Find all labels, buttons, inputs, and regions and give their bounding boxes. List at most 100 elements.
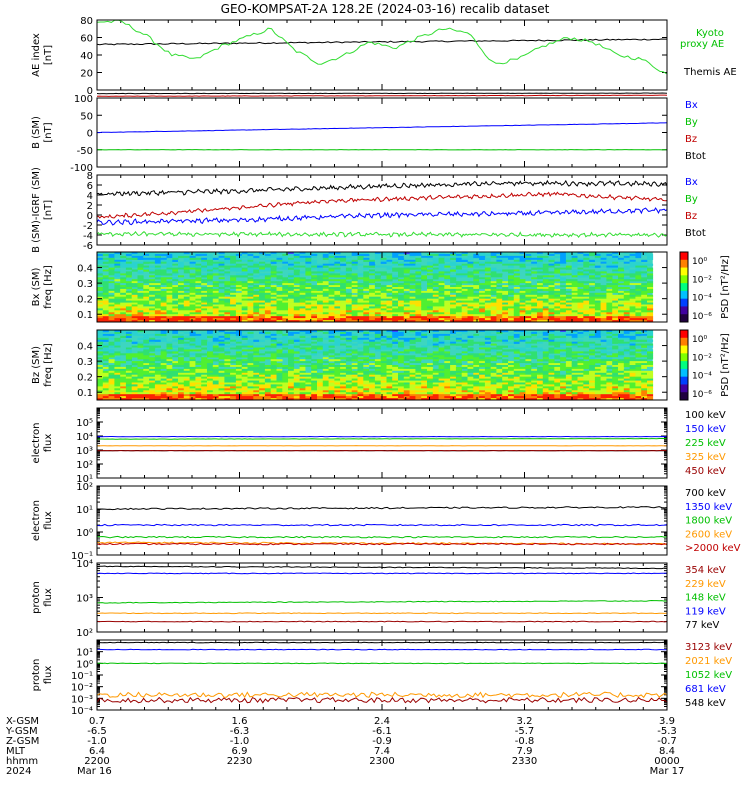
spectrogram-cell (293, 337, 300, 340)
spectrogram-cell (149, 306, 156, 309)
spectrogram-cell (253, 378, 260, 381)
spectrogram-cell (207, 398, 214, 401)
spectrogram-cell (311, 281, 318, 284)
spectrogram-cell (270, 380, 277, 383)
spectrogram-cell (299, 300, 306, 303)
spectrogram-cell (230, 382, 237, 385)
spectrogram-cell (253, 267, 260, 270)
spectrogram-cell (218, 366, 225, 370)
spectrogram-cell (328, 374, 335, 377)
spectrogram-cell (288, 300, 295, 303)
spectrogram-cell (125, 351, 132, 354)
spectrogram-cell (293, 355, 300, 358)
spectrogram-cell (548, 279, 555, 282)
spectrogram-cell (120, 308, 127, 311)
spectrogram-cell (369, 265, 376, 268)
spectrogram-cell (253, 271, 260, 274)
spectrogram-cell (108, 361, 115, 364)
spectrogram-cell (328, 378, 335, 381)
spectrogram-cell (345, 337, 352, 340)
spectrogram-cell (189, 287, 196, 290)
spectrogram-cell (172, 372, 179, 375)
spectrogram-cell (415, 312, 422, 315)
spectrogram-cell (125, 271, 132, 274)
spectrogram-cell (235, 316, 242, 319)
spectrogram-cell (363, 318, 370, 321)
spectrogram-cell (537, 261, 544, 264)
spectrogram-cell (201, 386, 208, 389)
spectrogram-cell (235, 366, 242, 370)
spectrogram-cell (253, 314, 260, 317)
spectrogram-cell (288, 281, 295, 284)
spectrogram-cell (432, 253, 439, 257)
spectrogram-cell (207, 347, 214, 350)
spectrogram-cell (282, 255, 289, 259)
spectrogram-cell (392, 277, 399, 280)
spectrogram-cell (97, 388, 104, 391)
spectrogram-cell (322, 298, 329, 301)
spectrogram-cell (114, 259, 121, 262)
spectrogram-cell (409, 306, 416, 309)
spectrogram-cell (235, 361, 242, 364)
spectrogram-cell (392, 269, 399, 272)
spectrogram-cell (201, 333, 208, 337)
spectrogram-cell (131, 398, 138, 401)
series-btot (96, 92, 668, 95)
spectrogram-cell (305, 287, 312, 290)
spectrogram-cell (386, 259, 393, 262)
spectrogram-cell (172, 269, 179, 272)
spectrogram-cell (392, 302, 399, 305)
spectrogram-cell (629, 283, 636, 286)
spectrogram-cell (299, 318, 306, 321)
spectrogram-cell (178, 290, 185, 294)
spectrogram-cell (125, 298, 132, 301)
spectrogram-cell (334, 366, 341, 370)
spectrogram-cell (467, 298, 474, 301)
spectrogram-cell (438, 296, 445, 299)
spectrogram-cell (600, 283, 607, 286)
spectrogram-cell (432, 273, 439, 276)
spectrogram-cell (218, 277, 225, 280)
spectrogram-cell (438, 257, 445, 260)
spectrogram-cell (496, 287, 503, 290)
spectrogram-cell (154, 390, 161, 393)
spectrogram-cell (160, 320, 167, 323)
spectrogram-cell (166, 394, 173, 397)
spectrogram-cell (351, 384, 358, 387)
spectrogram-cell (201, 320, 208, 323)
spectrogram-cell (490, 304, 497, 307)
spectrogram-cell (224, 257, 231, 260)
spectrogram-cell (403, 288, 410, 292)
spectrogram-cell (120, 331, 127, 335)
spectrogram-cell (154, 378, 161, 381)
spectrogram-cell (450, 279, 457, 282)
spectrogram-cell (143, 287, 150, 290)
spectrogram-cell (508, 292, 515, 295)
spectrogram-cell (299, 267, 306, 270)
spectrogram-cell (235, 281, 242, 284)
spectrogram-cell (577, 314, 584, 317)
spectrogram-cell (108, 310, 115, 313)
spectrogram-cell (386, 263, 393, 266)
spectrogram-cell (317, 384, 324, 387)
spectrogram-cell (537, 296, 544, 299)
spectrogram-cell (647, 304, 654, 307)
spectrogram-cell (241, 355, 248, 358)
spectrogram-cell (455, 265, 462, 268)
spectrogram-cell (276, 363, 283, 366)
spectrogram-cell (166, 341, 173, 344)
spectrogram-cell (241, 349, 248, 352)
spectrogram-cell (253, 253, 260, 257)
spectrogram-cell (224, 265, 231, 268)
spectrogram-cell (432, 255, 439, 259)
spectrogram-cell (600, 306, 607, 309)
spectrogram-cell (542, 255, 549, 259)
spectrogram-cell (195, 259, 202, 262)
spectrogram-cell (415, 287, 422, 290)
spectrogram-cell (224, 347, 231, 350)
spectrogram-cell (508, 255, 515, 259)
spectrogram-cell (137, 374, 144, 377)
spectrogram-cell (554, 269, 561, 272)
spectrogram-cell (565, 257, 572, 260)
spectrogram-cell (264, 267, 271, 270)
